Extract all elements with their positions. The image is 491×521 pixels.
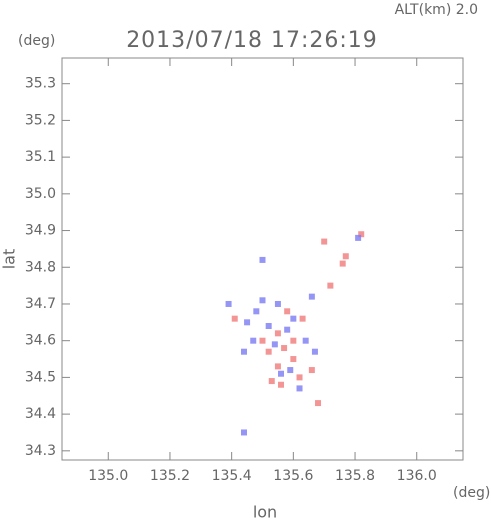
echo-point bbox=[287, 367, 294, 374]
echo-point bbox=[281, 345, 288, 352]
echo-point bbox=[296, 374, 303, 381]
echo-point bbox=[278, 381, 285, 388]
y-tick-label: 34.3 bbox=[25, 443, 56, 459]
plot-frame bbox=[61, 57, 464, 461]
echo-point bbox=[278, 370, 285, 377]
echo-point bbox=[290, 356, 297, 363]
y-tick-label: 34.5 bbox=[25, 369, 56, 385]
echo-point bbox=[290, 337, 297, 344]
echo-point bbox=[240, 348, 247, 355]
x-tick-label: 135.8 bbox=[335, 468, 375, 484]
echo-point bbox=[274, 363, 281, 370]
echo-point bbox=[265, 348, 272, 355]
echo-point bbox=[355, 234, 362, 241]
y-tick-label: 35.0 bbox=[25, 186, 56, 202]
y-tick-label: 34.8 bbox=[25, 259, 56, 275]
y-tick-label: 34.9 bbox=[25, 223, 56, 239]
x-tick-label: 135.6 bbox=[273, 468, 313, 484]
y-tick-label: 35.2 bbox=[25, 112, 56, 128]
echo-point bbox=[339, 260, 346, 267]
y-axis-label: lat bbox=[0, 249, 19, 270]
y-tick-label: 34.6 bbox=[25, 333, 56, 349]
x-tick-label: 135.2 bbox=[150, 468, 190, 484]
echo-point bbox=[342, 253, 349, 260]
echo-point bbox=[250, 337, 257, 344]
y-tick-label: 35.3 bbox=[25, 76, 56, 92]
x-tick-label: 136.0 bbox=[397, 468, 437, 484]
x-unit: (deg) bbox=[453, 485, 490, 501]
x-axis-label: lon bbox=[253, 503, 277, 521]
echo-point bbox=[284, 326, 291, 333]
echo-point bbox=[231, 315, 238, 322]
echo-point bbox=[321, 238, 328, 245]
echo-point bbox=[327, 282, 334, 289]
echo-point bbox=[259, 256, 266, 263]
echo-point bbox=[265, 323, 272, 329]
y-tick-label: 34.7 bbox=[25, 296, 56, 312]
echo-point bbox=[253, 308, 260, 315]
echo-point bbox=[274, 300, 281, 307]
echo-point bbox=[259, 297, 266, 304]
chart-title: 2013/07/18 17:26:19 bbox=[126, 28, 378, 53]
y-unit: (deg) bbox=[18, 33, 55, 49]
echo-point bbox=[290, 315, 297, 322]
echo-point bbox=[311, 348, 318, 355]
echo-point bbox=[259, 337, 266, 344]
echo-point bbox=[268, 378, 275, 385]
echo-point bbox=[308, 293, 315, 300]
echo-point bbox=[296, 385, 303, 392]
echo-point bbox=[299, 315, 306, 322]
echo-point bbox=[240, 429, 247, 436]
echo-point bbox=[271, 341, 278, 348]
annotation: ALT(km) 2.0 bbox=[395, 2, 478, 18]
echo-point bbox=[315, 400, 322, 407]
echo-point bbox=[358, 231, 365, 238]
x-tick-label: 135.0 bbox=[88, 468, 128, 484]
x-tick-label: 135.4 bbox=[212, 468, 252, 484]
echo-point bbox=[302, 337, 309, 344]
echo-point bbox=[225, 300, 232, 307]
echo-point bbox=[308, 367, 315, 374]
y-tick-label: 35.1 bbox=[25, 149, 56, 165]
echo-point bbox=[284, 308, 291, 315]
echo-point bbox=[274, 330, 281, 337]
echo-point bbox=[244, 319, 251, 326]
y-tick-label: 34.4 bbox=[25, 406, 56, 422]
